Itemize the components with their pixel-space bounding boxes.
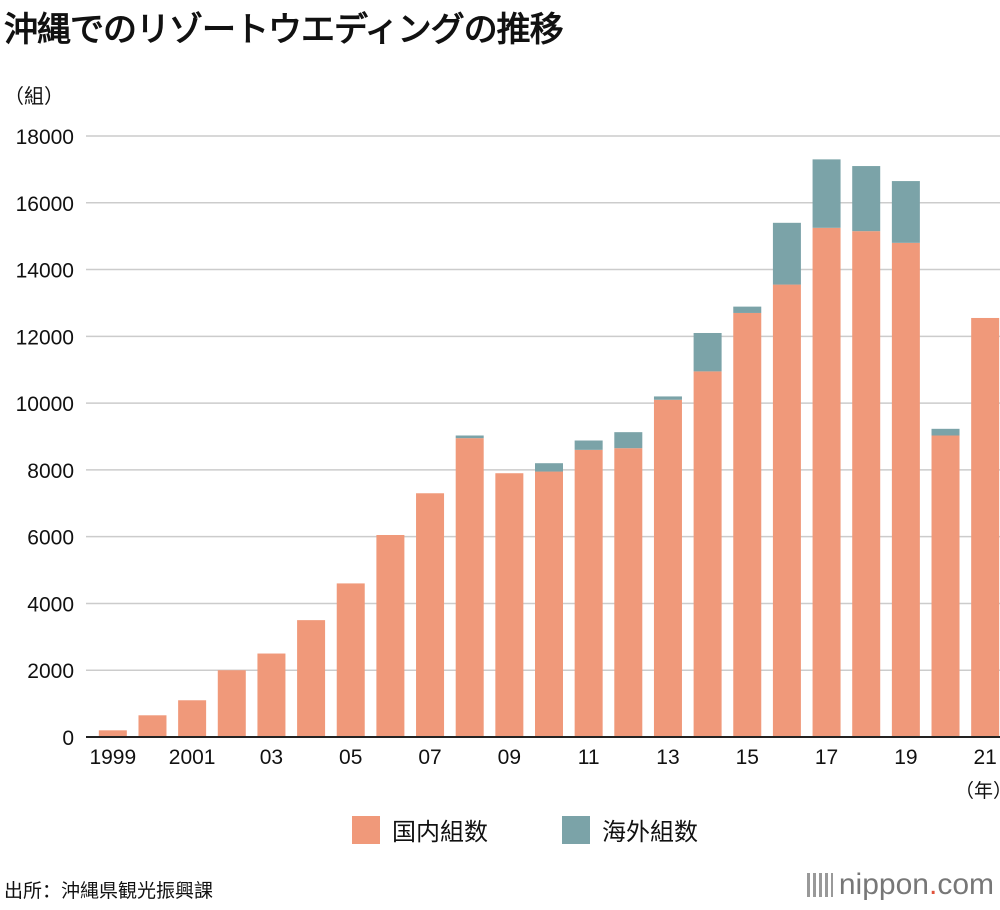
bar-domestic-2005 — [336, 583, 365, 737]
legend-item-domestic: 国内組数 — [352, 812, 488, 847]
legend-item-overseas: 海外組数 — [562, 812, 698, 847]
y-tick-label: 0 — [62, 727, 74, 750]
legend-label-overseas: 海外組数 — [602, 818, 698, 846]
bar-domestic-2008 — [455, 438, 484, 737]
x-tick-label: 07 — [418, 746, 441, 769]
x-tick-label: 2001 — [169, 746, 216, 769]
bar-domestic-2019 — [891, 242, 920, 737]
bar-overseas-2008 — [455, 435, 484, 439]
x-tick-label: 1999 — [89, 746, 136, 769]
bar-overseas-2011 — [574, 440, 603, 450]
bar-domestic-2017 — [812, 227, 841, 737]
logo-dot: . — [928, 868, 938, 901]
chart-title: 沖縄でのリゾートウエディングの推移 — [4, 10, 564, 50]
x-tick-label: 15 — [736, 746, 759, 769]
bar-domestic-2001 — [178, 700, 207, 737]
x-tick-label: 13 — [656, 746, 679, 769]
bar-domestic-2014 — [693, 371, 722, 737]
bar-domestic-2009 — [495, 473, 524, 737]
bar-domestic-2000 — [138, 715, 167, 737]
bars — [98, 159, 1000, 738]
y-axis-unit: （組） — [4, 84, 64, 108]
legend-swatch-overseas — [562, 815, 590, 844]
logo-suffix: com — [937, 868, 994, 901]
x-axis-unit: （年） — [955, 780, 1000, 802]
bar-overseas-2019 — [891, 181, 920, 243]
bar-overseas-2015 — [733, 306, 762, 313]
x-tick-label: 19 — [894, 746, 917, 769]
bar-domestic-1999 — [98, 730, 127, 737]
bar-overseas-2014 — [693, 332, 722, 372]
bar-overseas-2017 — [812, 159, 841, 228]
x-tick-label: 21 — [973, 746, 996, 769]
y-tick-labels: 0 2000 4000 6000 8000 10000 12000 14000 16000 180… — [16, 126, 74, 750]
bar-domestic-2013 — [653, 399, 682, 737]
bar-domestic-2012 — [614, 448, 643, 737]
x-tick-label: 09 — [498, 746, 521, 769]
bar-domestic-2015 — [733, 312, 762, 737]
bar-overseas-2012 — [614, 432, 643, 449]
y-tick-label: 2000 — [27, 660, 74, 683]
y-tick-label: 4000 — [27, 593, 74, 616]
x-tick-label: 03 — [260, 746, 283, 769]
y-tick-label: 18000 — [16, 126, 74, 149]
x-tick-label: 17 — [815, 746, 838, 769]
x-tick-labels: 1999 2001 03 05 07 09 11 13 15 17 19 21 — [89, 746, 996, 769]
y-tick-label: 6000 — [27, 527, 74, 550]
bar-domestic-2003 — [257, 653, 286, 737]
bar-overseas-2016 — [772, 222, 801, 285]
logo-name: nippon — [838, 868, 929, 901]
bar-domestic-2021 — [971, 317, 1000, 737]
nippon-logo: nippon. com — [806, 868, 994, 902]
bar-overseas-2020 — [931, 428, 960, 436]
y-tick-label: 14000 — [16, 260, 74, 283]
source-note: 出所：沖縄県観光振興課 — [4, 880, 214, 902]
x-tick-label: 05 — [339, 746, 362, 769]
y-tick-label: 16000 — [16, 193, 74, 216]
bar-domestic-2010 — [535, 471, 563, 737]
legend-label-domestic: 国内組数 — [392, 818, 488, 846]
y-tick-label: 8000 — [27, 460, 74, 483]
bar-overseas-2010 — [535, 463, 563, 472]
bar-domestic-2016 — [772, 284, 801, 737]
y-tick-label: 12000 — [16, 326, 74, 349]
stacked-bar-chart: 0 2000 4000 6000 8000 10000 12000 14000 16000 180… — [16, 126, 1000, 769]
bar-domestic-2002 — [217, 670, 246, 737]
legend-swatch-domestic — [352, 815, 380, 844]
bar-domestic-2018 — [852, 231, 881, 738]
bar-domestic-2006 — [376, 534, 405, 737]
bar-overseas-2018 — [852, 166, 881, 232]
x-tick-label: 11 — [578, 746, 600, 769]
bar-domestic-2011 — [574, 449, 603, 737]
legend: 国内組数 海外組数 — [0, 812, 1000, 852]
logo-bars-icon — [806, 873, 833, 897]
bar-overseas-2013 — [653, 396, 682, 400]
bar-domestic-2007 — [416, 493, 445, 737]
bar-domestic-2020 — [931, 435, 960, 737]
y-tick-label: 10000 — [16, 393, 74, 416]
bar-domestic-2004 — [297, 620, 326, 737]
